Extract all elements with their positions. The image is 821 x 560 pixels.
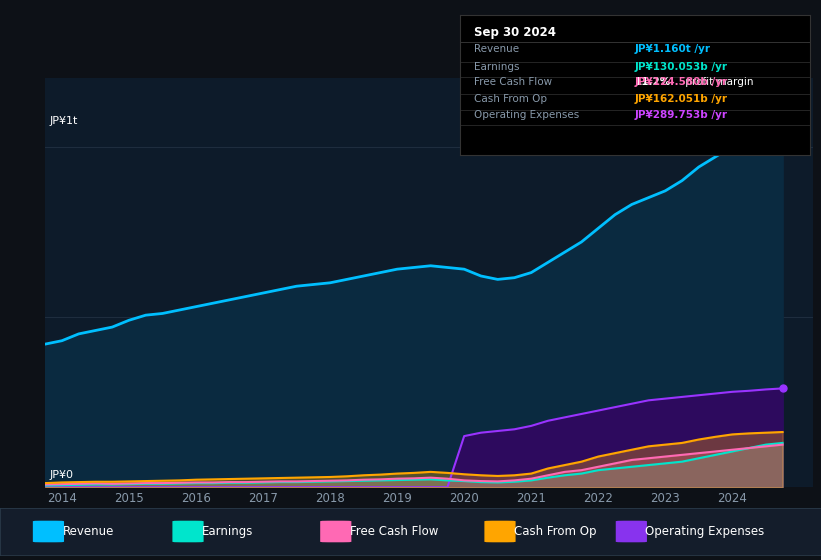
Text: Operating Expenses: Operating Expenses [645,525,764,538]
Text: JP¥162.051b /yr: JP¥162.051b /yr [635,94,728,104]
Text: JP¥1.160t /yr: JP¥1.160t /yr [635,44,711,54]
FancyBboxPatch shape [484,521,516,542]
FancyBboxPatch shape [172,521,204,542]
Text: Revenue: Revenue [474,44,519,54]
Text: Cash From Op: Cash From Op [514,525,596,538]
Text: JP¥130.053b /yr: JP¥130.053b /yr [635,62,728,72]
Text: Sep 30 2024: Sep 30 2024 [474,26,556,39]
Text: Revenue: Revenue [62,525,114,538]
Text: Free Cash Flow: Free Cash Flow [474,77,553,87]
Text: JP¥124.580b /yr: JP¥124.580b /yr [635,77,728,87]
Text: 11.2%: 11.2% [635,77,672,87]
Text: profit margin: profit margin [682,77,754,87]
Text: Cash From Op: Cash From Op [474,94,547,104]
FancyBboxPatch shape [33,521,64,542]
FancyBboxPatch shape [616,521,647,542]
Text: JP¥289.753b /yr: JP¥289.753b /yr [635,110,728,119]
FancyBboxPatch shape [320,521,351,542]
Text: Earnings: Earnings [202,525,254,538]
Text: Earnings: Earnings [474,62,520,72]
Text: JP¥0: JP¥0 [50,470,74,480]
Text: Free Cash Flow: Free Cash Flow [350,525,438,538]
Text: JP¥1t: JP¥1t [50,116,78,126]
Text: Operating Expenses: Operating Expenses [474,110,580,119]
